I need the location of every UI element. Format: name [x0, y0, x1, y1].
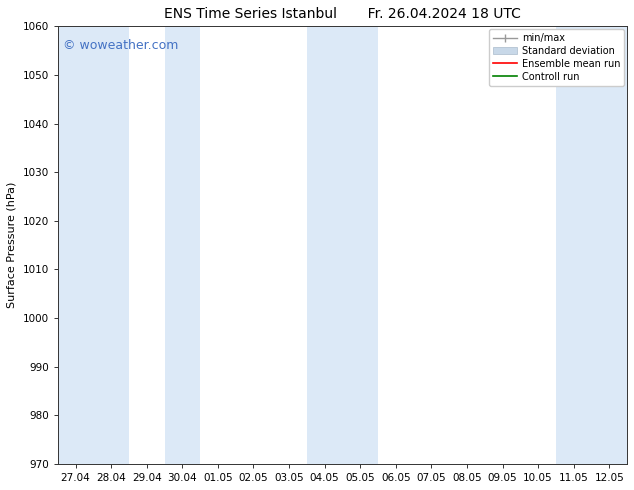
Bar	[58, 26, 129, 464]
Text: © woweather.com: © woweather.com	[63, 39, 179, 52]
Legend: min/max, Standard deviation, Ensemble mean run, Controll run: min/max, Standard deviation, Ensemble me…	[489, 29, 624, 86]
Bar	[307, 26, 378, 464]
Y-axis label: Surface Pressure (hPa): Surface Pressure (hPa)	[7, 182, 17, 308]
Bar	[556, 26, 627, 464]
Title: ENS Time Series Istanbul       Fr. 26.04.2024 18 UTC: ENS Time Series Istanbul Fr. 26.04.2024 …	[164, 7, 521, 21]
Bar	[164, 26, 200, 464]
